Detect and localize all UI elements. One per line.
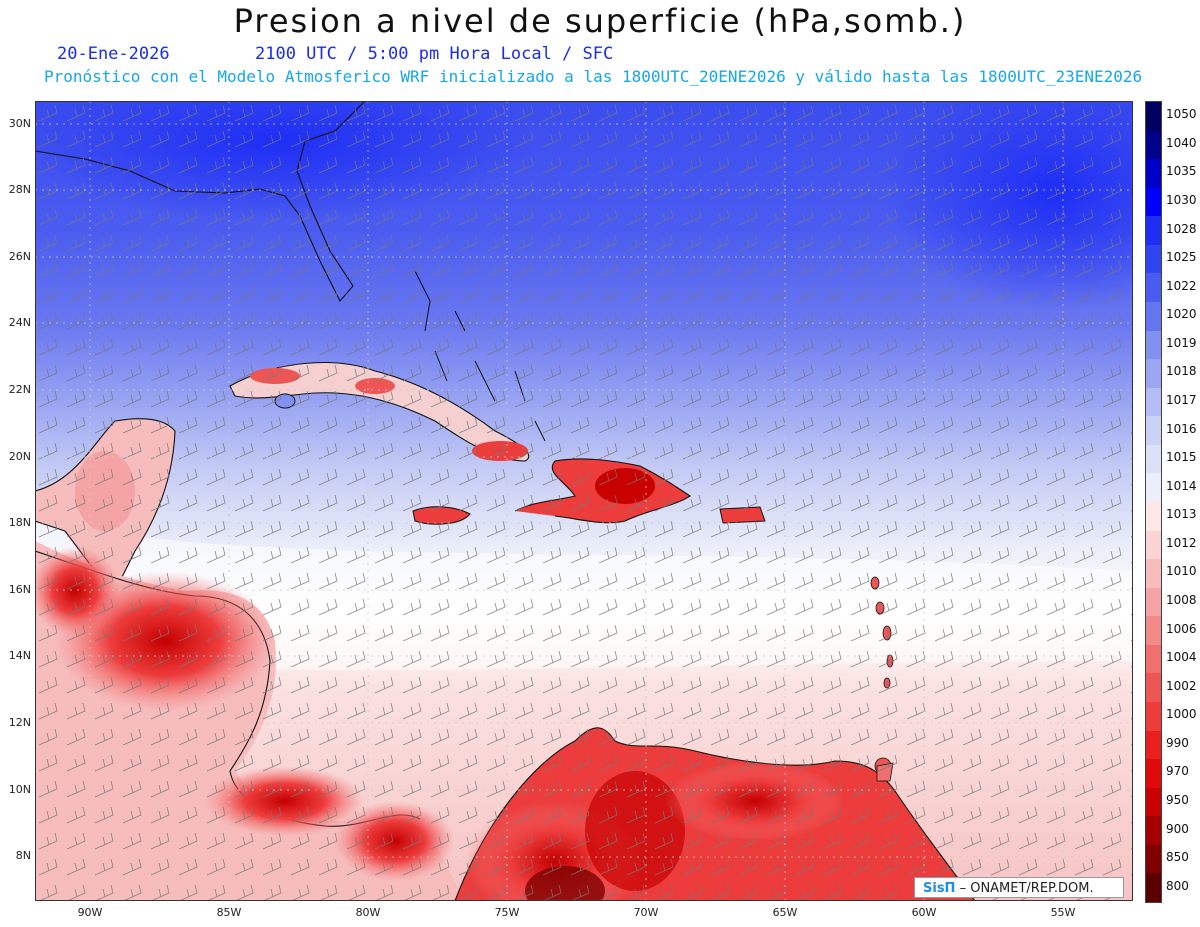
colorbar-label: 1006 bbox=[1166, 621, 1197, 636]
colorbar-label: 1025 bbox=[1166, 250, 1197, 265]
colorbar-label: 1028 bbox=[1166, 221, 1197, 236]
colorbar-swatch bbox=[1146, 302, 1161, 332]
colorbar-label: 1002 bbox=[1166, 678, 1197, 693]
lat-label-26n: 26N bbox=[8, 250, 31, 263]
colorbar-label: 1040 bbox=[1166, 135, 1197, 150]
colorbar-swatch bbox=[1146, 759, 1161, 789]
colorbar-label: 1022 bbox=[1166, 278, 1197, 293]
lat-label-24n: 24N bbox=[8, 316, 31, 329]
colorbar-swatch bbox=[1146, 502, 1161, 532]
colorbar-swatch bbox=[1146, 416, 1161, 446]
colorbar-label: 1013 bbox=[1166, 507, 1197, 522]
lat-label-22n: 22N bbox=[8, 383, 31, 396]
credit-text: – ONAMET/REP.DOM. bbox=[959, 881, 1094, 896]
colorbar-label: 990 bbox=[1166, 735, 1189, 750]
colorbar-label: 1020 bbox=[1166, 307, 1197, 322]
colorbar-swatch bbox=[1146, 102, 1161, 132]
lon-label-55w: 55W bbox=[1050, 906, 1076, 919]
pressure-field bbox=[35, 101, 1133, 901]
lat-label-20n: 20N bbox=[8, 450, 31, 463]
colorbar-swatch bbox=[1146, 644, 1161, 674]
lat-label-12n: 12N bbox=[8, 716, 31, 729]
credit-box: SisΠ – ONAMET/REP.DOM. bbox=[914, 877, 1124, 898]
map-title: Presion a nivel de superficie (hPa,somb.… bbox=[233, 2, 967, 40]
colorbar-swatch bbox=[1146, 673, 1161, 703]
colorbar-label: 1015 bbox=[1166, 450, 1197, 465]
colorbar-label: 1014 bbox=[1166, 478, 1197, 493]
colorbar-swatch bbox=[1146, 130, 1161, 160]
colorbar-label: 1050 bbox=[1166, 107, 1197, 122]
lat-label-16n: 16N bbox=[8, 583, 31, 596]
colorbar-swatch bbox=[1146, 387, 1161, 417]
colorbar-label: 1016 bbox=[1166, 421, 1197, 436]
colorbar-swatch bbox=[1146, 787, 1161, 817]
colorbar-label: 1019 bbox=[1166, 335, 1197, 350]
colorbar-swatch bbox=[1146, 216, 1161, 246]
lon-label-75w: 75W bbox=[494, 906, 520, 919]
lat-label-30n: 30N bbox=[8, 117, 31, 130]
lon-label-65w: 65W bbox=[772, 906, 798, 919]
colorbar-swatch bbox=[1146, 244, 1161, 274]
colorbar-swatch bbox=[1146, 359, 1161, 389]
colorbar-label: 1000 bbox=[1166, 707, 1197, 722]
colorbar-swatch bbox=[1146, 816, 1161, 846]
lat-label-10n: 10N bbox=[8, 783, 31, 796]
colorbar-label: 1004 bbox=[1166, 650, 1197, 665]
colorbar-swatch bbox=[1146, 844, 1161, 874]
colorbar-swatch bbox=[1146, 473, 1161, 503]
colorbar-swatch bbox=[1146, 873, 1161, 903]
lat-label-28n: 28N bbox=[8, 183, 31, 196]
lon-label-85w: 85W bbox=[216, 906, 242, 919]
lat-label-18n: 18N bbox=[8, 516, 31, 529]
valid-time: 2100 UTC / 5:00 pm Hora Local / SFC bbox=[255, 44, 614, 64]
pressure-map bbox=[35, 101, 1133, 901]
lon-label-90w: 90W bbox=[77, 906, 103, 919]
lat-label-8n: 8N bbox=[15, 849, 31, 862]
lon-label-60w: 60W bbox=[911, 906, 937, 919]
colorbar-swatch bbox=[1146, 187, 1161, 217]
colorbar-label: 1017 bbox=[1166, 393, 1197, 407]
colorbar-swatch bbox=[1146, 559, 1161, 589]
colorbar-label: 800 bbox=[1166, 878, 1189, 893]
colorbar-label: 950 bbox=[1166, 793, 1189, 807]
colorbar-label: 970 bbox=[1166, 764, 1189, 779]
valid-date: 20-Ene-2026 bbox=[57, 44, 170, 64]
colorbar-label: 1018 bbox=[1166, 364, 1197, 379]
colorbar-swatch bbox=[1146, 616, 1161, 646]
lon-label-80w: 80W bbox=[355, 906, 381, 919]
colorbar-swatch bbox=[1146, 330, 1161, 360]
colorbar-label: 1012 bbox=[1166, 535, 1197, 550]
colorbar-label: 900 bbox=[1166, 821, 1189, 836]
pressure-colorbar bbox=[1145, 101, 1162, 903]
colorbar-swatch bbox=[1146, 730, 1161, 760]
sispi-logo: SisΠ bbox=[923, 881, 956, 896]
colorbar-swatch bbox=[1146, 702, 1161, 732]
colorbar-label: 1030 bbox=[1166, 193, 1197, 207]
colorbar-label: 1035 bbox=[1166, 164, 1197, 179]
colorbar-swatch bbox=[1146, 587, 1161, 617]
colorbar-label: 1010 bbox=[1166, 564, 1197, 579]
colorbar-swatch bbox=[1146, 159, 1161, 189]
lon-label-70w: 70W bbox=[633, 906, 659, 919]
colorbar-swatch bbox=[1146, 273, 1161, 303]
lat-label-14n: 14N bbox=[8, 649, 31, 662]
colorbar-swatch bbox=[1146, 530, 1161, 560]
colorbar-swatch bbox=[1146, 444, 1161, 474]
colorbar-label: 1008 bbox=[1166, 593, 1197, 607]
colorbar-label: 850 bbox=[1166, 850, 1189, 865]
forecast-info: Pronóstico con el Modelo Atmosferico WRF… bbox=[44, 67, 1143, 86]
